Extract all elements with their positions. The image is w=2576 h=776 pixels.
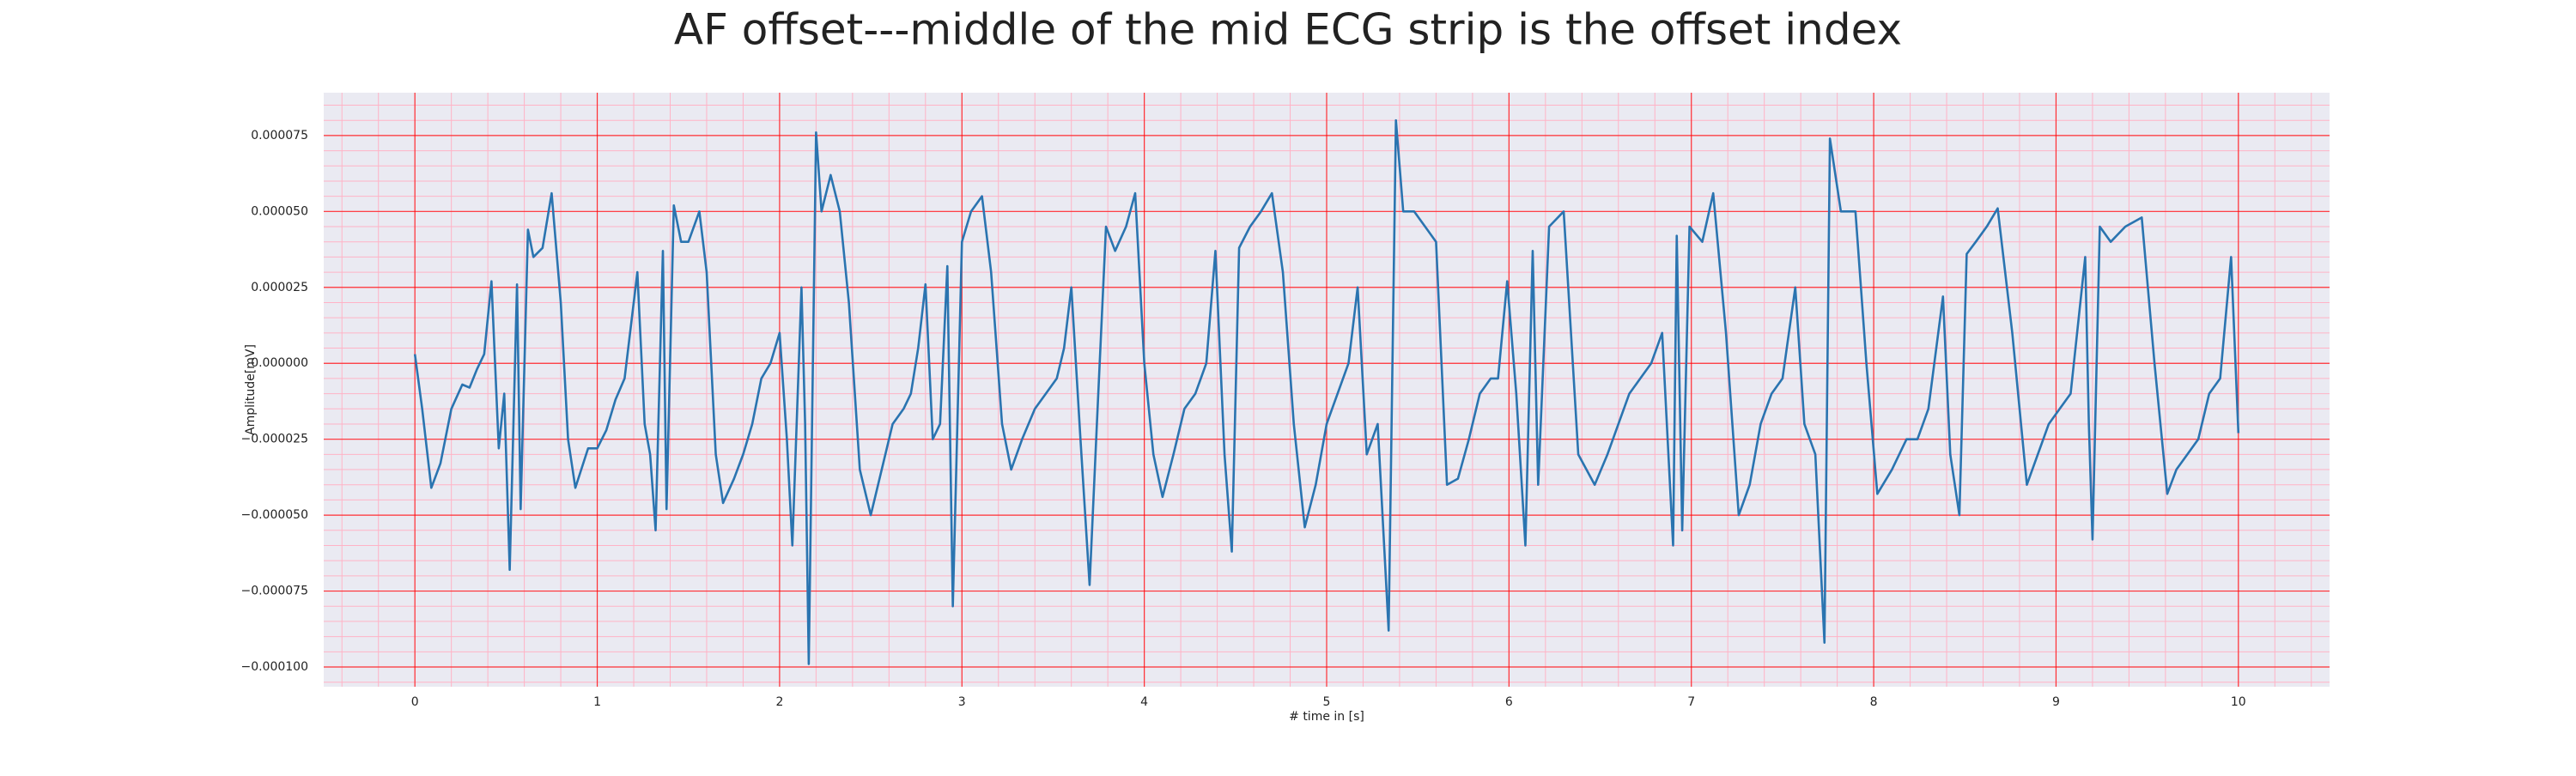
x-tick-label: 8 [1870,695,1878,709]
x-tick-label: 5 [1323,695,1331,709]
y-tick-label: −0.000025 [240,433,308,446]
x-tick-label: 1 [593,695,601,709]
x-tick-label: 0 [411,695,419,709]
y-tick-label: −0.000100 [240,660,308,674]
y-tick-label: 0.000025 [251,281,308,294]
major-grid [324,93,2330,687]
y-tick-label: −0.000050 [240,508,308,522]
y-axis-label: Amplitude[mV] [244,344,258,435]
x-axis-label: # time in [s] [1289,710,1364,724]
x-tick-label: 2 [775,695,783,709]
x-tick-label: 6 [1505,695,1513,709]
y-tick-label: 0.000050 [251,204,308,218]
x-tick-label: 10 [2231,695,2246,709]
y-tick-label: 0.000000 [251,356,308,370]
x-tick-label: 7 [1687,695,1695,709]
x-tick-label: 4 [1140,695,1148,709]
chart-title: AF offset---middle of the mid ECG strip … [674,5,1902,55]
ecg-line [413,118,2240,665]
x-tick-label: 3 [958,695,966,709]
series [413,118,2240,665]
x-tick-label: 9 [2052,695,2060,709]
y-tick-label: −0.000075 [240,585,308,598]
y-tick-label: 0.000075 [251,129,308,142]
